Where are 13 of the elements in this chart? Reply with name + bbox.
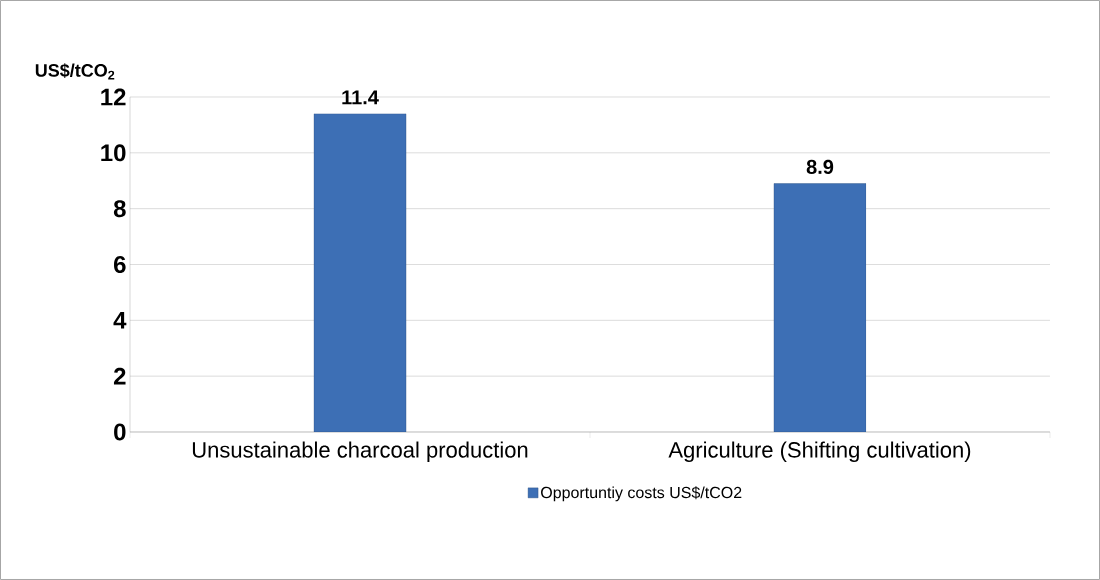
data-label: 8.9: [806, 159, 834, 174]
y-tick-label: 4: [113, 312, 127, 329]
y-tick-label: 12: [101, 88, 126, 106]
data-label: 11.4: [342, 90, 379, 105]
y-tick-label: 2: [113, 367, 126, 385]
legend-label: Opportuntiy costs US$/tCO2: [541, 486, 742, 502]
x-tick-label: Agriculture (Shifting cultivation): [668, 441, 971, 463]
y-axis-title: US$/tCO$_{2}$: [35, 63, 115, 80]
y-tick-label: 10: [101, 144, 126, 162]
y-tick-label: 6: [114, 256, 126, 273]
y-tick-label: 0: [114, 423, 126, 441]
y-tick-label: 8: [113, 200, 126, 218]
x-tick-label: Unsustainable charcoal production: [192, 441, 528, 463]
